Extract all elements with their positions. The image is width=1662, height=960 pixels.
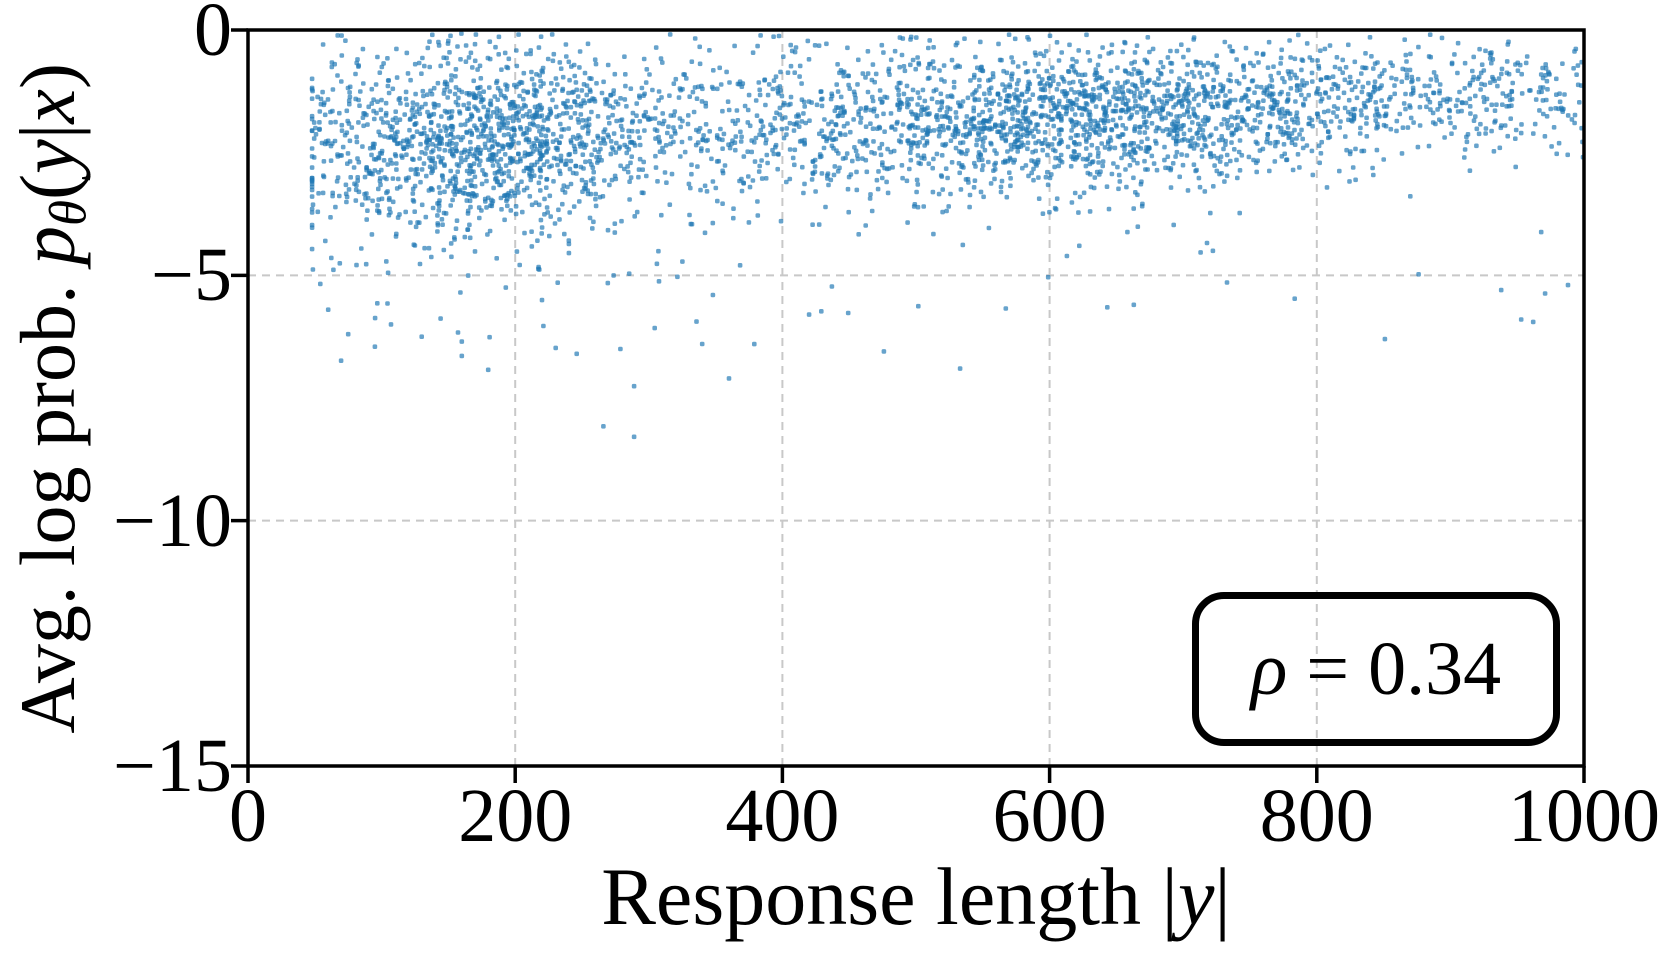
axis-tick-marks — [231, 28, 1586, 783]
label-segment: | — [1161, 851, 1178, 942]
label-segment: x — [3, 88, 91, 124]
label-segment: = 0.34 — [1287, 627, 1502, 711]
label-segment: θ — [39, 199, 98, 226]
label-segment: y — [3, 138, 91, 174]
y-tick-label: −5 — [151, 233, 232, 318]
y-tick-label: −10 — [113, 478, 232, 563]
x-axis-label: Response length |y| — [601, 856, 1231, 938]
scatter-points — [309, 31, 1584, 440]
x-tick-label: 0 — [229, 774, 267, 858]
y-tick-label: −15 — [113, 724, 232, 808]
label-segment: Response length — [601, 851, 1162, 942]
label-segment: ( — [3, 173, 91, 200]
label-segment: | — [1214, 851, 1231, 942]
axes-spines — [246, 28, 1586, 768]
x-tick-label: 800 — [1259, 774, 1374, 858]
label-segment: ρ — [1250, 627, 1288, 711]
label-segment: ) — [3, 62, 91, 89]
x-tick-label: 400 — [725, 774, 840, 858]
label-segment: p — [3, 225, 91, 265]
x-tick-label: 1000 — [1508, 774, 1660, 858]
gridlines — [248, 30, 1584, 766]
label-segment: | — [3, 123, 91, 139]
correlation-annotation-box: ρ = 0.34 — [1192, 592, 1560, 746]
y-axis-label: Avg. log prob. pθ(y|x) — [4, 63, 98, 734]
y-tick-label: 0 — [194, 0, 232, 72]
x-tick-label: 200 — [458, 774, 573, 858]
x-tick-label: 600 — [992, 774, 1107, 858]
y-axis-label-container: Avg. log prob. pθ(y|x) — [0, 30, 104, 766]
label-segment: y — [1177, 851, 1215, 942]
correlation-annotation-text: ρ = 0.34 — [1251, 631, 1501, 707]
label-segment: Avg. log prob. — [3, 264, 91, 734]
